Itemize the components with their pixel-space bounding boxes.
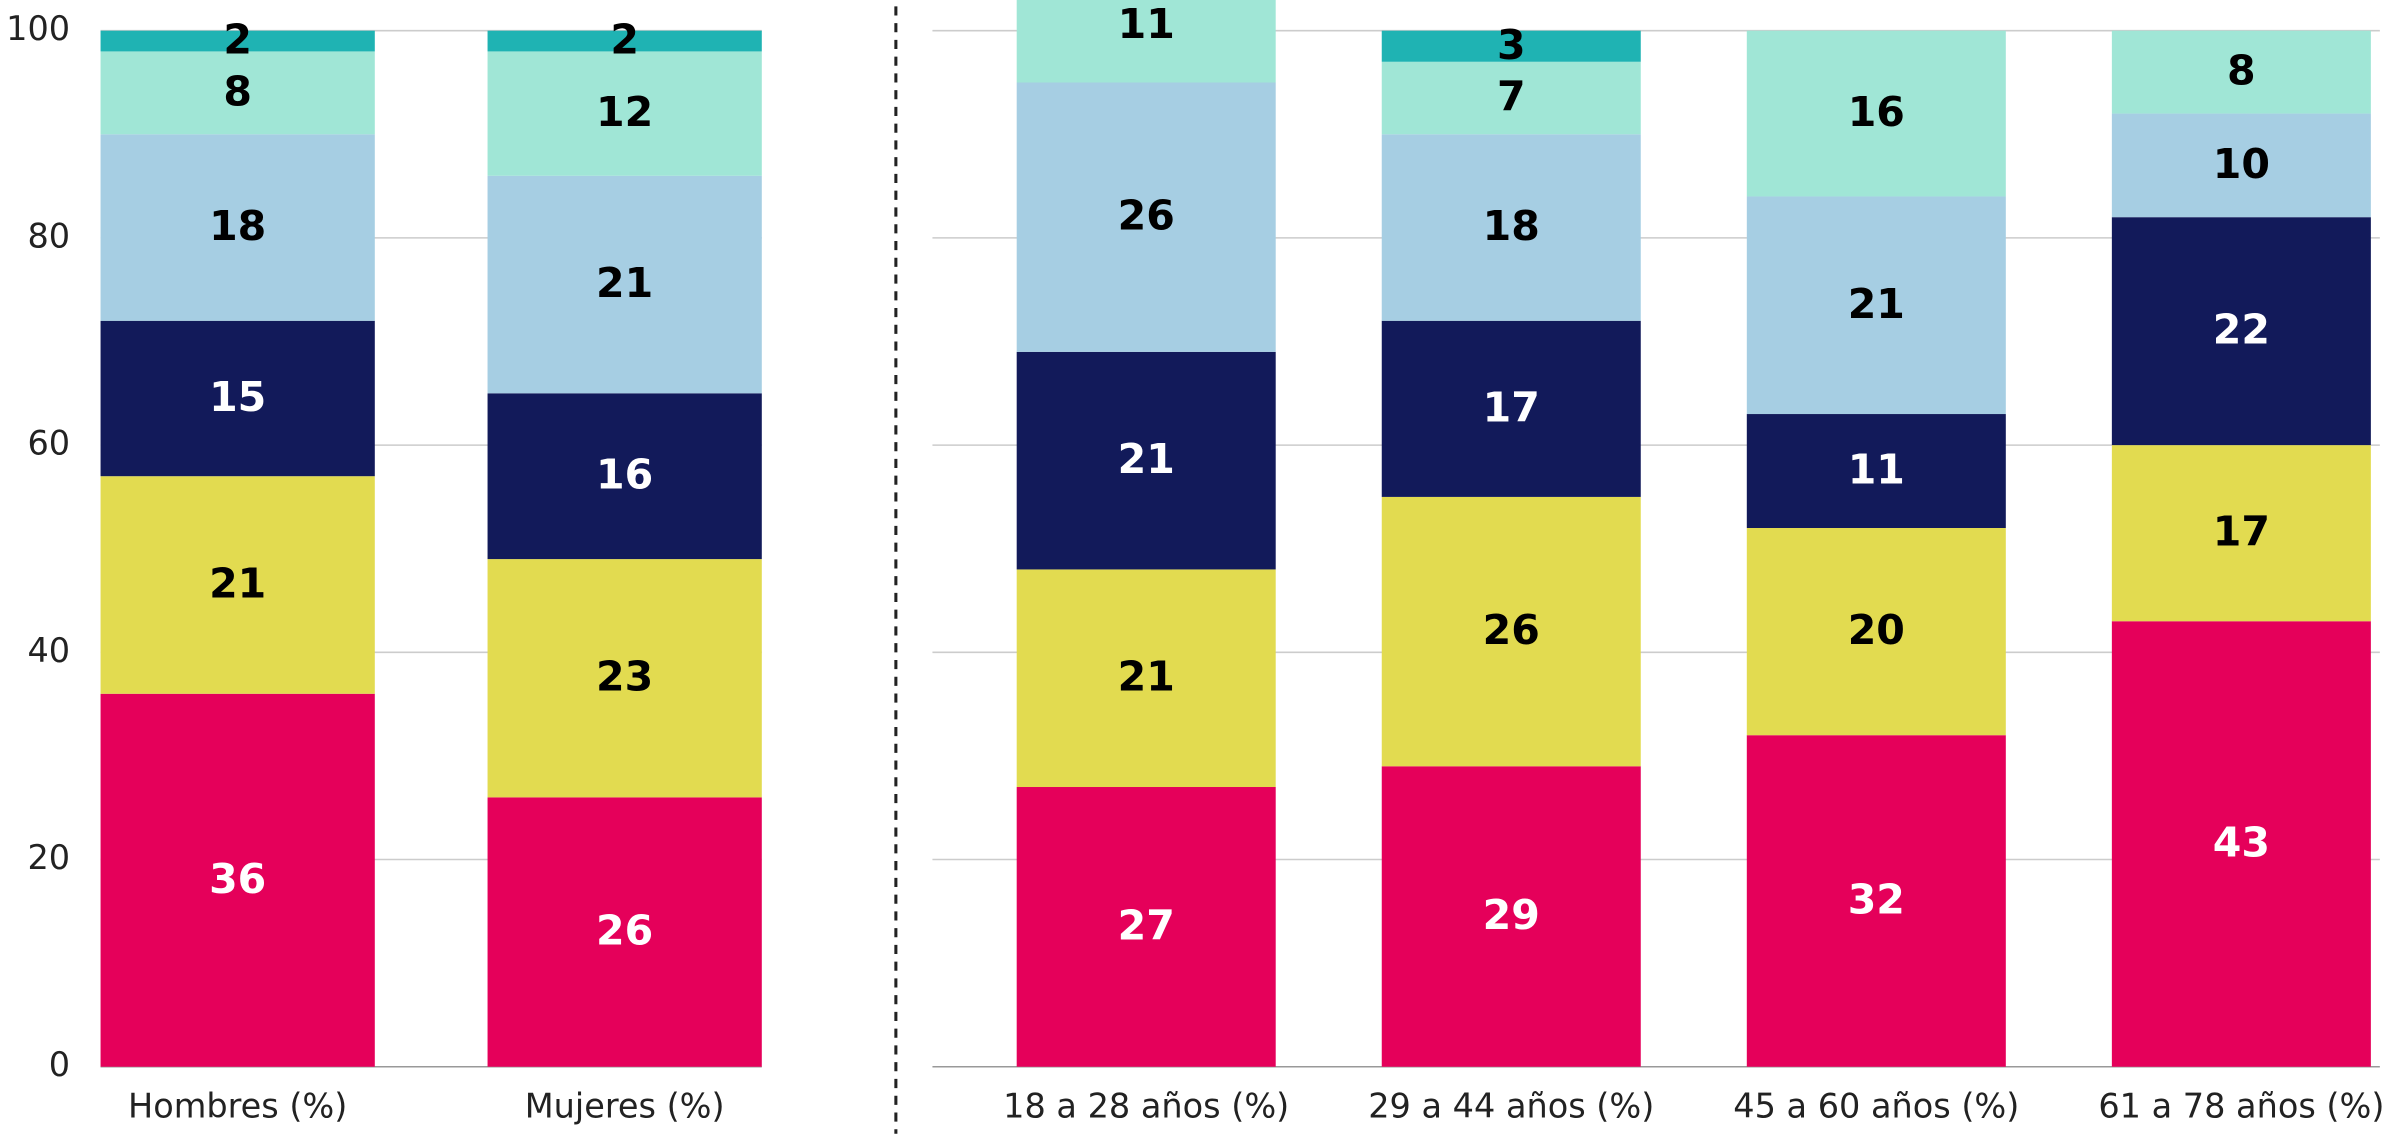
bar-segment <box>487 51 762 176</box>
bar-segment <box>2111 621 2371 1067</box>
bar-segment <box>2111 113 2371 218</box>
data-label: 10 <box>2213 140 2270 188</box>
bar-segment <box>1016 351 1276 570</box>
data-label: 2 <box>223 16 252 64</box>
bar-segment <box>1381 496 1641 767</box>
bar-segment <box>487 797 762 1067</box>
bar-segment <box>1016 82 1276 352</box>
data-label: 20 <box>1848 606 1905 654</box>
bar-segment <box>1746 196 2006 415</box>
bar-segment <box>1746 735 2006 1067</box>
bar-segment <box>1381 320 1641 497</box>
data-label: 29 <box>1483 891 1540 939</box>
y-tick-label: 100 <box>6 9 70 48</box>
bar-segment <box>2111 445 2371 622</box>
data-label: 26 <box>596 907 653 955</box>
data-label: 8 <box>223 67 252 115</box>
bar-segment <box>1746 30 2006 197</box>
bar-segment <box>487 175 762 394</box>
x-tick-label: 61 a 78 años (%) <box>2098 1086 2384 1125</box>
data-label: 23 <box>596 653 653 701</box>
y-tick-label: 60 <box>27 424 70 463</box>
data-label: 7 <box>1497 73 1526 121</box>
y-tick-label: 20 <box>27 838 70 877</box>
bar-segment <box>2111 30 2371 114</box>
data-label: 22 <box>2213 306 2270 354</box>
x-tick-label: 45 a 60 años (%) <box>1733 1086 2019 1125</box>
bar-segment <box>487 393 762 560</box>
bar-segment <box>100 320 375 477</box>
bar-segment <box>1381 134 1641 321</box>
data-label: 26 <box>1483 606 1540 654</box>
bar-segment <box>100 134 375 321</box>
bar-segment <box>1381 61 1641 135</box>
bar-segment <box>1746 527 2006 736</box>
data-label: 11 <box>1118 0 1175 48</box>
data-label: 17 <box>2213 508 2270 556</box>
x-tick-label: 18 a 28 años (%) <box>1003 1086 1289 1125</box>
data-label: 2 <box>610 16 639 64</box>
data-label: 21 <box>596 259 653 307</box>
data-label: 32 <box>1848 875 1905 923</box>
data-label: 43 <box>2213 819 2270 867</box>
bar-segment <box>487 30 762 52</box>
data-label: 36 <box>209 855 266 903</box>
y-tick-label: 0 <box>49 1045 70 1084</box>
bar-segment <box>100 51 375 135</box>
data-label: 26 <box>1118 192 1175 240</box>
data-label: 18 <box>1483 202 1540 250</box>
data-label: 18 <box>209 202 266 250</box>
bar-segment <box>1016 569 1276 788</box>
data-label: 15 <box>209 373 266 421</box>
bar-segment <box>1016 0 1276 83</box>
bar-segment <box>100 30 375 52</box>
data-label: 17 <box>1483 383 1540 431</box>
bar-segment <box>2111 217 2371 446</box>
bar-segment <box>100 693 375 1067</box>
x-tick-label: Hombres (%) <box>128 1086 347 1125</box>
data-label: 21 <box>1848 280 1905 328</box>
x-tick-label: 29 a 44 años (%) <box>1368 1086 1654 1125</box>
data-label: 16 <box>1848 88 1905 136</box>
y-tick-label: 80 <box>27 216 70 255</box>
bar-segment <box>1016 787 1276 1067</box>
bar-segment <box>1746 414 2006 528</box>
data-label: 21 <box>209 560 266 608</box>
bar-segment <box>1381 30 1641 62</box>
data-label: 3 <box>1497 21 1526 69</box>
data-label: 27 <box>1118 901 1175 949</box>
bar-segment <box>487 559 762 798</box>
bar-segment <box>1381 766 1641 1067</box>
data-label: 12 <box>596 88 653 136</box>
y-tick-label: 40 <box>27 631 70 670</box>
data-label: 16 <box>596 451 653 499</box>
data-label: 11 <box>1848 446 1905 494</box>
x-tick-label: Mujeres (%) <box>525 1086 725 1125</box>
data-label: 21 <box>1118 435 1175 483</box>
data-label: 21 <box>1118 653 1175 701</box>
bar-segment <box>100 476 375 694</box>
data-label: 8 <box>2227 47 2256 95</box>
